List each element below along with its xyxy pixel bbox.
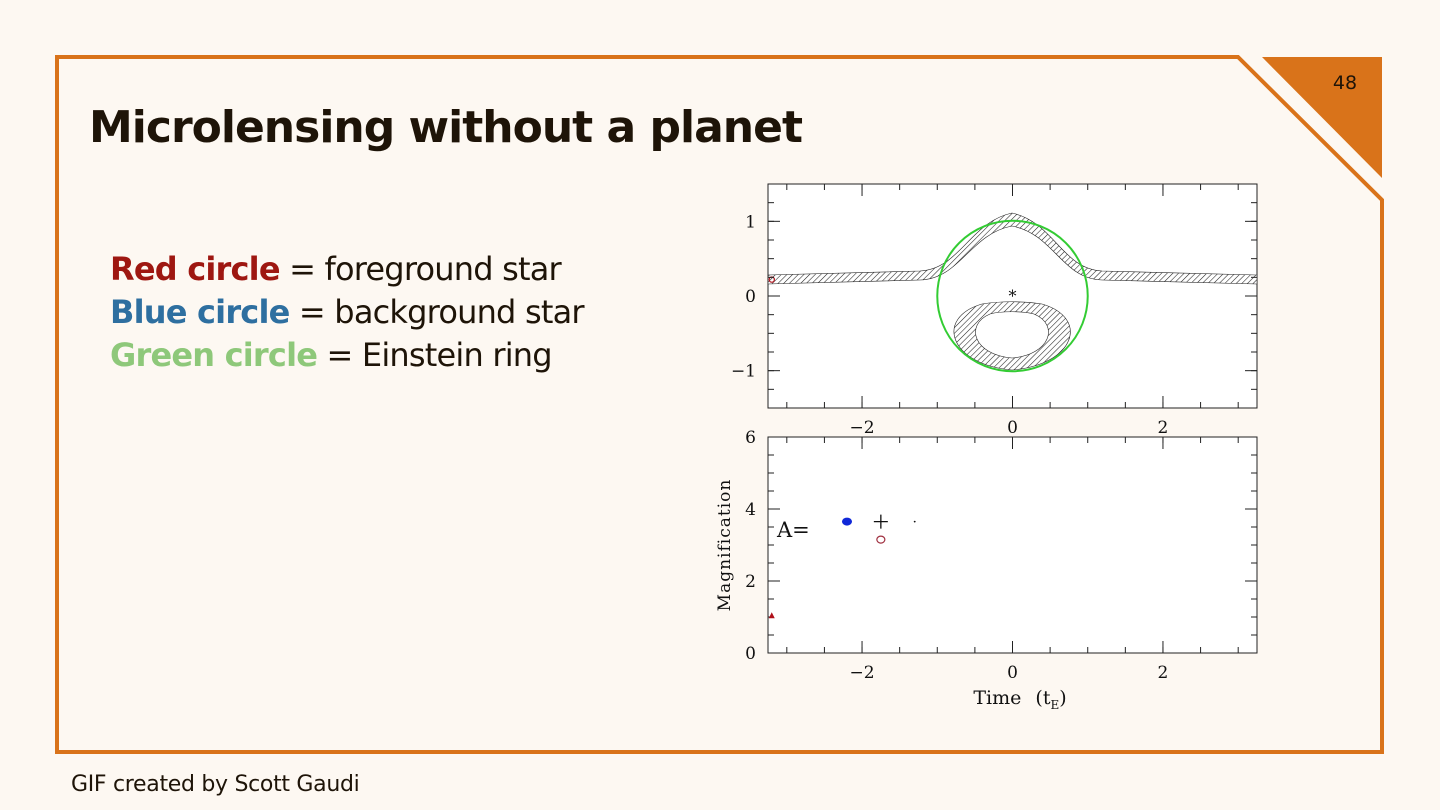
magnification-readout-label: A= bbox=[776, 518, 810, 542]
x-axis-label-text: Time bbox=[973, 687, 1021, 709]
readout-symbols bbox=[841, 514, 916, 544]
legend-row-foreground: Red circle = foreground star bbox=[110, 248, 584, 291]
sky-y-tick-label: 1 bbox=[745, 212, 756, 232]
sky-y-tick-label: −1 bbox=[731, 362, 756, 382]
legend: Red circle = foreground star Blue circle… bbox=[110, 248, 585, 377]
light-curve-x-tick-label: −2 bbox=[850, 663, 875, 683]
light-curve-panel: −2 0 2 0 2 4 6 A= Time (tE) Magnification bbox=[715, 428, 1258, 712]
legend-description: = background star bbox=[298, 293, 585, 331]
corner-tab bbox=[1262, 57, 1382, 178]
legend-term-green: Green circle bbox=[110, 336, 318, 374]
light-curve-x-tick-label: 0 bbox=[1007, 663, 1018, 683]
x-axis-unit-open: ( bbox=[1035, 687, 1042, 709]
light-curve-y-tick-label: 4 bbox=[745, 500, 756, 520]
light-curve-y-ticks: 0 2 4 6 bbox=[745, 428, 1257, 664]
major-image-track bbox=[768, 212, 1257, 285]
footer-credit: GIF created by Scott Gaudi bbox=[71, 772, 360, 797]
plus-symbol bbox=[873, 514, 888, 529]
sky-panel: * −2 0 2 1 0 −1 bbox=[731, 183, 1258, 438]
sky-x-ticks: −2 0 2 bbox=[786, 184, 1239, 438]
light-curve-x-tick-label: 2 bbox=[1158, 663, 1169, 683]
microlensing-figure: * −2 0 2 1 0 −1 −2 0 2 0 2 4 6 A= Time (tE) Magni… bbox=[715, 183, 1258, 712]
sky-x-tick-label: −2 bbox=[850, 418, 875, 438]
legend-description: = Einstein ring bbox=[326, 336, 553, 374]
x-axis-unit: t bbox=[1043, 687, 1051, 709]
light-curve-y-tick-label: 2 bbox=[745, 572, 756, 592]
legend-description: = foreground star bbox=[289, 250, 562, 288]
x-axis-unit-sub: E bbox=[1050, 698, 1059, 712]
light-curve-x-ticks: −2 0 2 bbox=[786, 437, 1239, 683]
background-star-symbol bbox=[841, 517, 852, 526]
x-axis-label: Time (tE) bbox=[973, 687, 1066, 712]
slide-border bbox=[55, 55, 1384, 754]
lens-star-icon: * bbox=[1009, 287, 1017, 306]
light-curve-y-tick-label: 0 bbox=[745, 644, 756, 664]
light-curve-frame bbox=[767, 436, 1258, 654]
sky-y-ticks: 1 0 −1 bbox=[731, 183, 1257, 409]
slide-number: 48 bbox=[1332, 72, 1358, 94]
image-tracks bbox=[768, 212, 1257, 371]
einstein-ring bbox=[936, 219, 1089, 373]
legend-term-blue: Blue circle bbox=[110, 293, 290, 331]
legend-row-background: Blue circle = background star bbox=[110, 291, 585, 334]
light-curve-y-tick-label: 6 bbox=[745, 428, 756, 448]
current-magnification-point bbox=[768, 612, 775, 619]
sky-x-tick-label: 2 bbox=[1158, 418, 1169, 438]
page-title: Microlensing without a planet bbox=[89, 102, 803, 153]
dot-symbol bbox=[913, 520, 916, 523]
x-axis-unit-close: ) bbox=[1059, 687, 1066, 709]
sky-x-tick-label: 0 bbox=[1007, 418, 1018, 438]
y-axis-label: Magnification bbox=[715, 479, 735, 612]
sky-y-tick-label: 0 bbox=[745, 287, 756, 307]
minor-image-track bbox=[953, 301, 1071, 371]
legend-term-red: Red circle bbox=[110, 250, 281, 288]
foreground-star-symbol bbox=[876, 535, 886, 544]
legend-row-ring: Green circle = Einstein ring bbox=[110, 334, 584, 377]
